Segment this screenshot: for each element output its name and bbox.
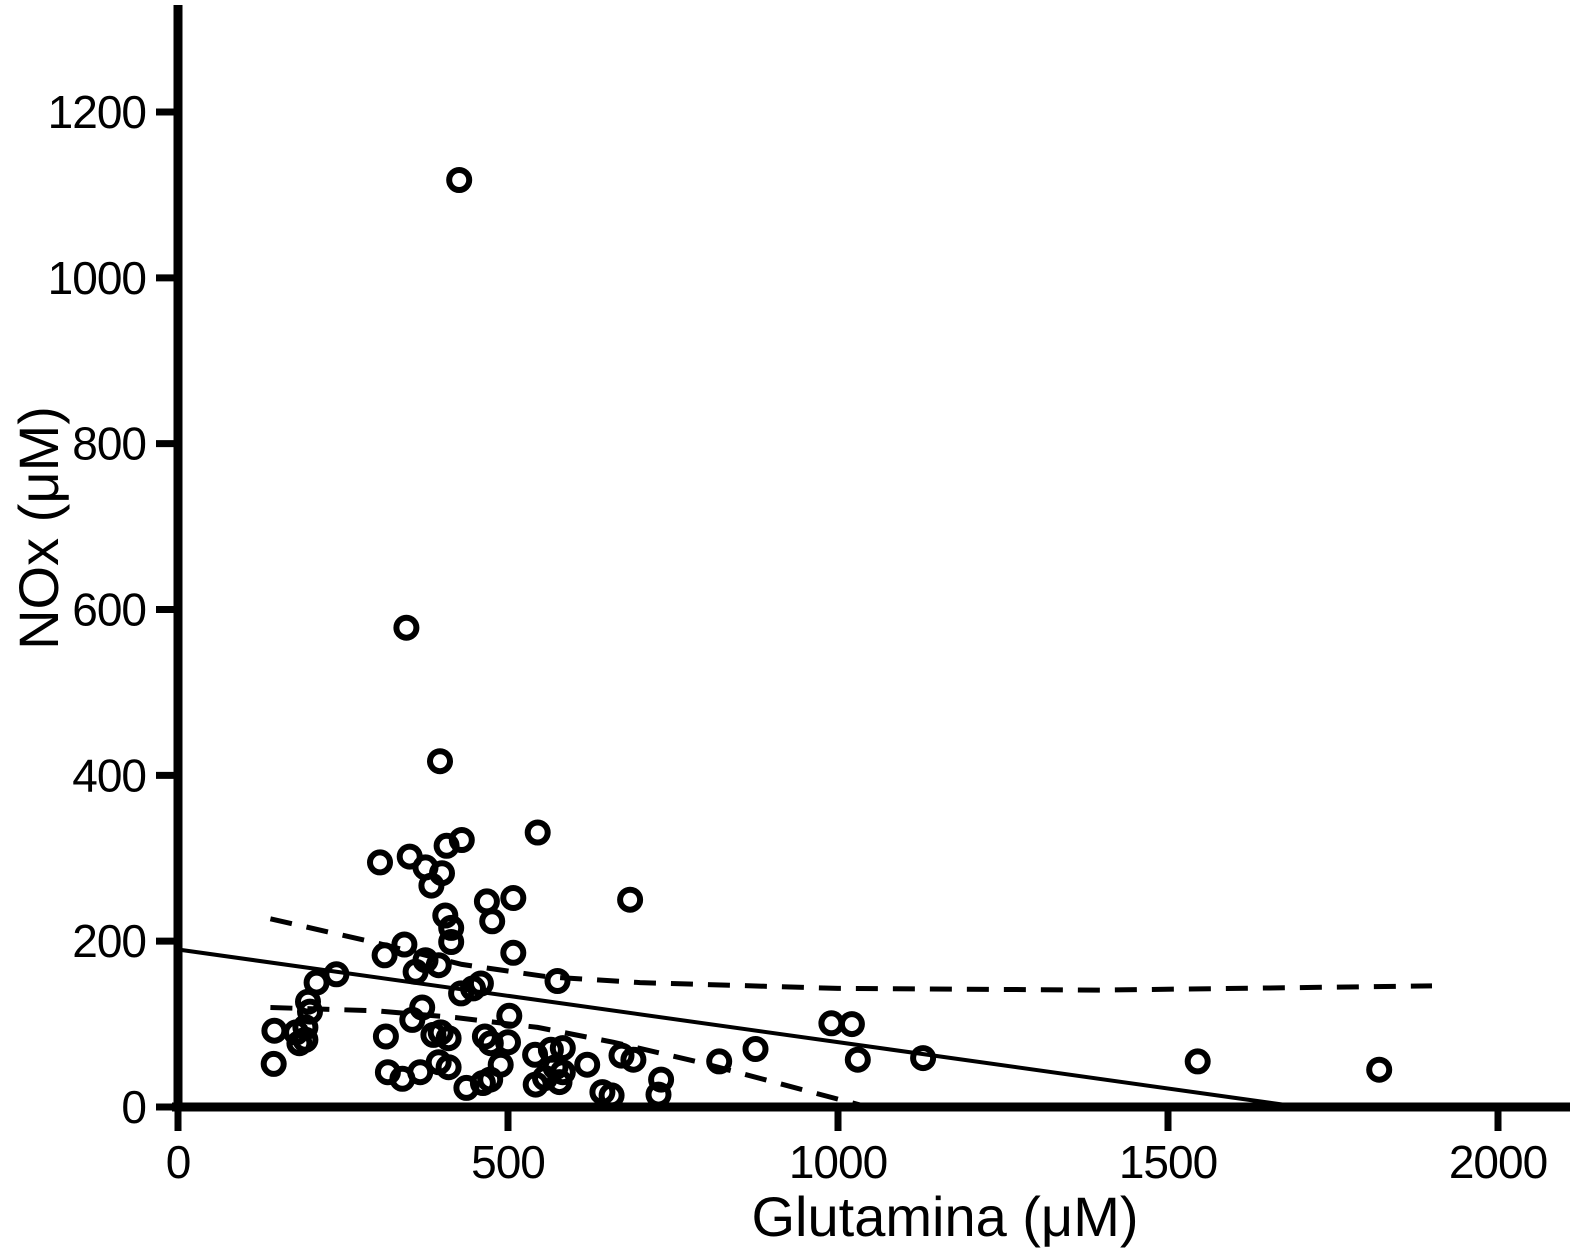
- x-tick-label: 0: [166, 1136, 191, 1188]
- data-point: [574, 1051, 601, 1078]
- data-point: [844, 1046, 871, 1073]
- x-tick-label: 1500: [1119, 1136, 1217, 1188]
- data-point: [371, 942, 398, 969]
- regression-line: [177, 947, 1301, 1109]
- data-points-layer: [260, 167, 1393, 1109]
- data-point: [260, 1050, 287, 1077]
- y-tick-label: 400: [72, 749, 146, 801]
- data-point: [407, 1059, 434, 1086]
- data-point: [500, 939, 527, 966]
- data-point: [500, 885, 527, 911]
- data-point: [524, 819, 551, 846]
- data-point: [544, 968, 571, 994]
- axes-layer: 0 200 400 600 800 1000 1200 0 500 1000 1500 2000: [48, 5, 1570, 1188]
- data-point: [446, 167, 473, 193]
- data-point: [391, 931, 418, 958]
- data-point: [473, 888, 500, 915]
- y-tick-label: 600: [72, 584, 146, 636]
- data-point: [479, 908, 506, 935]
- data-point: [617, 886, 644, 913]
- x-axis-title: Glutamina (μM): [752, 1185, 1139, 1248]
- x-tick-label: 500: [471, 1136, 545, 1188]
- data-point: [435, 1025, 462, 1052]
- data-point: [438, 929, 465, 955]
- x-tick-label: 2000: [1449, 1136, 1547, 1188]
- data-point: [432, 902, 459, 929]
- regression-line-layer: [177, 947, 1301, 1109]
- data-point: [645, 1081, 672, 1108]
- data-point: [393, 614, 420, 641]
- y-tick-label: 0: [121, 1081, 146, 1133]
- confidence-band-lower: [270, 1005, 869, 1110]
- data-point: [487, 1051, 514, 1078]
- data-point: [323, 961, 350, 988]
- data-point: [818, 1010, 845, 1037]
- data-point: [549, 1035, 576, 1062]
- data-point: [435, 1054, 462, 1081]
- data-point: [608, 1042, 635, 1069]
- data-point: [438, 914, 465, 941]
- data-point: [448, 827, 475, 853]
- data-point: [742, 1036, 769, 1062]
- data-point: [467, 970, 494, 997]
- data-point: [367, 849, 393, 876]
- y-tick-label: 1200: [48, 86, 146, 138]
- data-point: [292, 1026, 319, 1053]
- data-point: [1366, 1056, 1393, 1083]
- data-point: [706, 1048, 733, 1075]
- data-point: [372, 1023, 399, 1050]
- x-tick-label: 1000: [789, 1136, 887, 1188]
- data-point: [620, 1046, 647, 1073]
- y-tick-label: 800: [72, 418, 146, 470]
- data-point: [412, 947, 439, 974]
- data-point: [910, 1045, 937, 1072]
- data-point: [838, 1011, 865, 1038]
- data-point: [598, 1082, 625, 1109]
- data-point: [496, 1002, 523, 1029]
- data-point: [427, 748, 453, 775]
- data-point: [495, 1029, 521, 1056]
- data-point: [261, 1017, 288, 1044]
- y-axis-title: NOx (μM): [7, 406, 70, 650]
- data-point: [409, 994, 436, 1021]
- y-tick-label: 1000: [48, 252, 146, 304]
- data-point: [648, 1066, 675, 1093]
- data-point: [297, 998, 323, 1025]
- y-tick-label: 200: [72, 915, 146, 967]
- data-point: [429, 860, 455, 887]
- data-point: [549, 1059, 576, 1086]
- data-point: [1184, 1048, 1211, 1075]
- data-point: [425, 952, 452, 979]
